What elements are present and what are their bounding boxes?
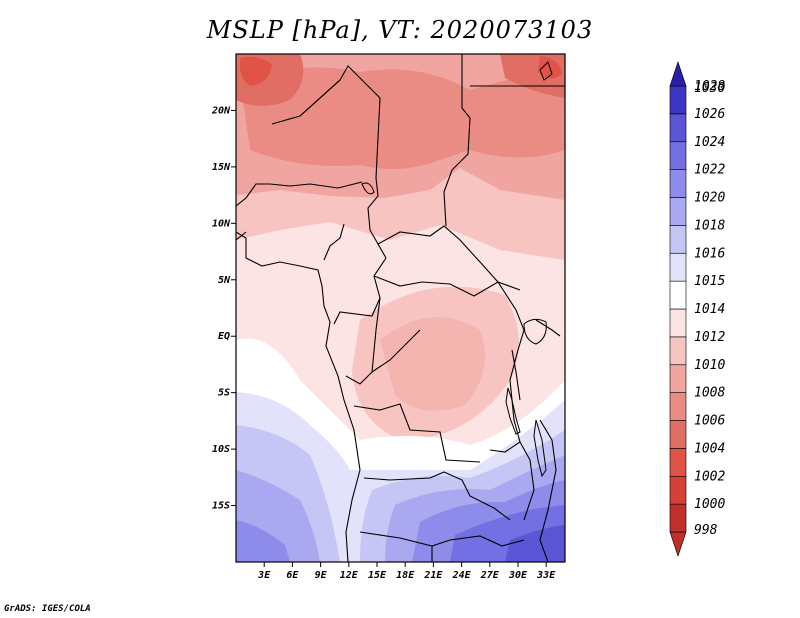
- lat-tick-label: 15N: [212, 162, 231, 173]
- lon-tick-label: 9E: [315, 570, 328, 581]
- longitude-axis: 3E 6E 9E 12E 15E 18E 21E 24E 27E 30E 33E: [257, 562, 556, 581]
- colorbar-swatch: [669, 113, 687, 143]
- lon-tick-label: 24E: [452, 570, 472, 581]
- pressure-field: [236, 54, 565, 562]
- colorbar-swatch: [669, 308, 687, 338]
- lon-tick-label: 12E: [340, 570, 359, 581]
- colorbar-label: 1002: [694, 469, 725, 484]
- colorbar-label: 1018: [694, 218, 725, 233]
- colorbar-label: 1030: [694, 81, 725, 96]
- latitude-axis: 20N 15N 10N 5N EQ 5S 10S 15S: [211, 105, 236, 512]
- colorbar-label: 1000: [694, 497, 725, 512]
- lat-tick-label: 5N: [218, 275, 231, 286]
- colorbar-label: 1020: [694, 191, 725, 206]
- footer-credit: GrADS: IGES/COLA: [4, 604, 91, 614]
- colorbar-swatch: [669, 61, 687, 87]
- colorbar-label: 1026: [694, 107, 725, 122]
- map-frame: [235, 53, 566, 563]
- colorbar-label: 1028: [694, 79, 725, 94]
- lon-tick-label: 6E: [286, 570, 299, 581]
- colorbar-swatch: [669, 392, 687, 421]
- colorbar-label: 1014: [694, 302, 725, 317]
- lon-tick-label: 33E: [536, 570, 556, 581]
- colorbar-swatch: [669, 531, 687, 557]
- colorbar-label: 1016: [694, 246, 725, 261]
- colorbar-swatch: [669, 336, 687, 366]
- colorbar: 998 1000 1002 1004 1006 1008 1010 1012 1014 1015 1…: [669, 61, 725, 557]
- lon-tick-label: 3E: [257, 570, 271, 581]
- colorbar-swatch: [669, 364, 687, 393]
- lon-tick-label: 21E: [423, 570, 443, 581]
- colorbar-label: 1004: [694, 441, 725, 456]
- colorbar-swatch: [669, 169, 687, 198]
- lat-tick-label: EQ: [218, 331, 230, 342]
- colorbar-label: 1015: [694, 274, 725, 289]
- lat-tick-label: 5S: [218, 388, 230, 399]
- lon-tick-label: 18E: [396, 570, 415, 581]
- colorbar-swatch: [669, 503, 687, 533]
- colorbar-swatch: [669, 252, 687, 282]
- colorbar-swatch: [669, 197, 687, 226]
- colorbar-label: 1008: [694, 386, 725, 401]
- lakes: [361, 61, 553, 478]
- colorbar-label: 998: [694, 523, 718, 538]
- colorbar-swatch: [669, 280, 687, 310]
- lat-tick-label: 10S: [212, 444, 230, 455]
- colorbar-swatch: [669, 141, 687, 170]
- lat-tick-label: 10N: [212, 218, 231, 229]
- colorbar-label: 1022: [694, 163, 725, 178]
- lon-tick-label: 15E: [368, 570, 387, 581]
- colorbar-label: 1010: [694, 358, 725, 373]
- map-title: MSLP [hPa], VT: 2020073103: [206, 16, 594, 44]
- lat-tick-label: 20N: [211, 105, 231, 116]
- colorbar-swatch: [669, 420, 687, 449]
- lat-tick-label: 15S: [212, 501, 230, 512]
- colorbar-label: 1006: [694, 414, 725, 429]
- colorbar-label: 1012: [694, 330, 725, 345]
- lon-tick-label: 30E: [508, 570, 528, 581]
- colorbar-swatch: [669, 85, 687, 115]
- colorbar-swatch: [669, 475, 687, 505]
- borders: [236, 54, 565, 562]
- colorbar-swatch: [669, 448, 687, 477]
- colorbar-label: 1024: [694, 135, 725, 150]
- colorbar-swatch: [669, 225, 687, 254]
- lon-tick-label: 27E: [480, 570, 500, 581]
